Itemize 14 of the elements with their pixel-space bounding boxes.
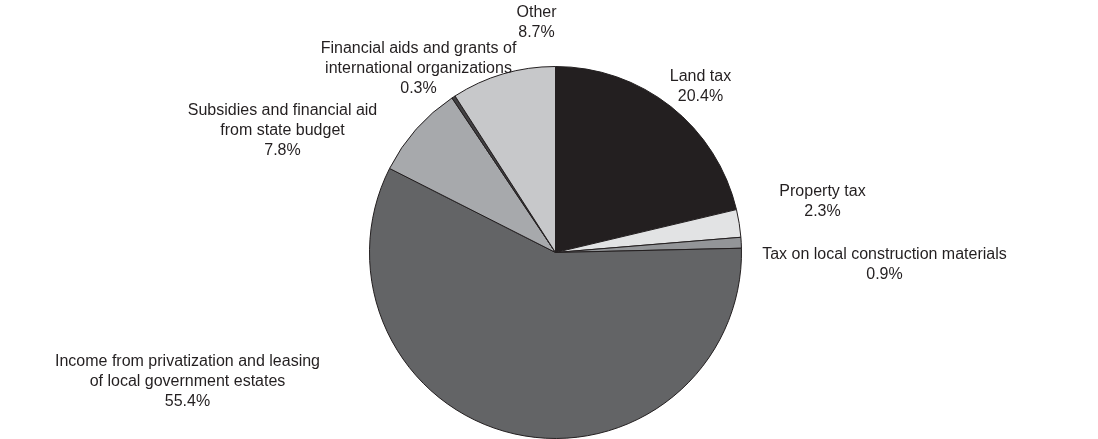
data-label: 8.7% [518, 22, 555, 40]
slice-label: Other [516, 2, 558, 20]
data-label: 0.9% [866, 264, 903, 282]
slice-label: Financial aids and grants of international organizations [320, 38, 517, 76]
slice-label: Subsidies and financial aid from state budget [187, 100, 378, 138]
data-label: 0.3% [400, 79, 437, 97]
data-label: 55.4% [164, 392, 211, 410]
data-label: 2.3% [804, 201, 841, 219]
slice-label: Land tax [669, 66, 732, 84]
data-label: 7.8% [264, 141, 301, 159]
slice-label: Income from privatization and leasing of local government estates [54, 351, 321, 389]
slice-label: Tax on local construction materials [762, 244, 1007, 262]
slice-label: Property tax [779, 181, 866, 199]
data-label: 20.4% [677, 86, 724, 104]
